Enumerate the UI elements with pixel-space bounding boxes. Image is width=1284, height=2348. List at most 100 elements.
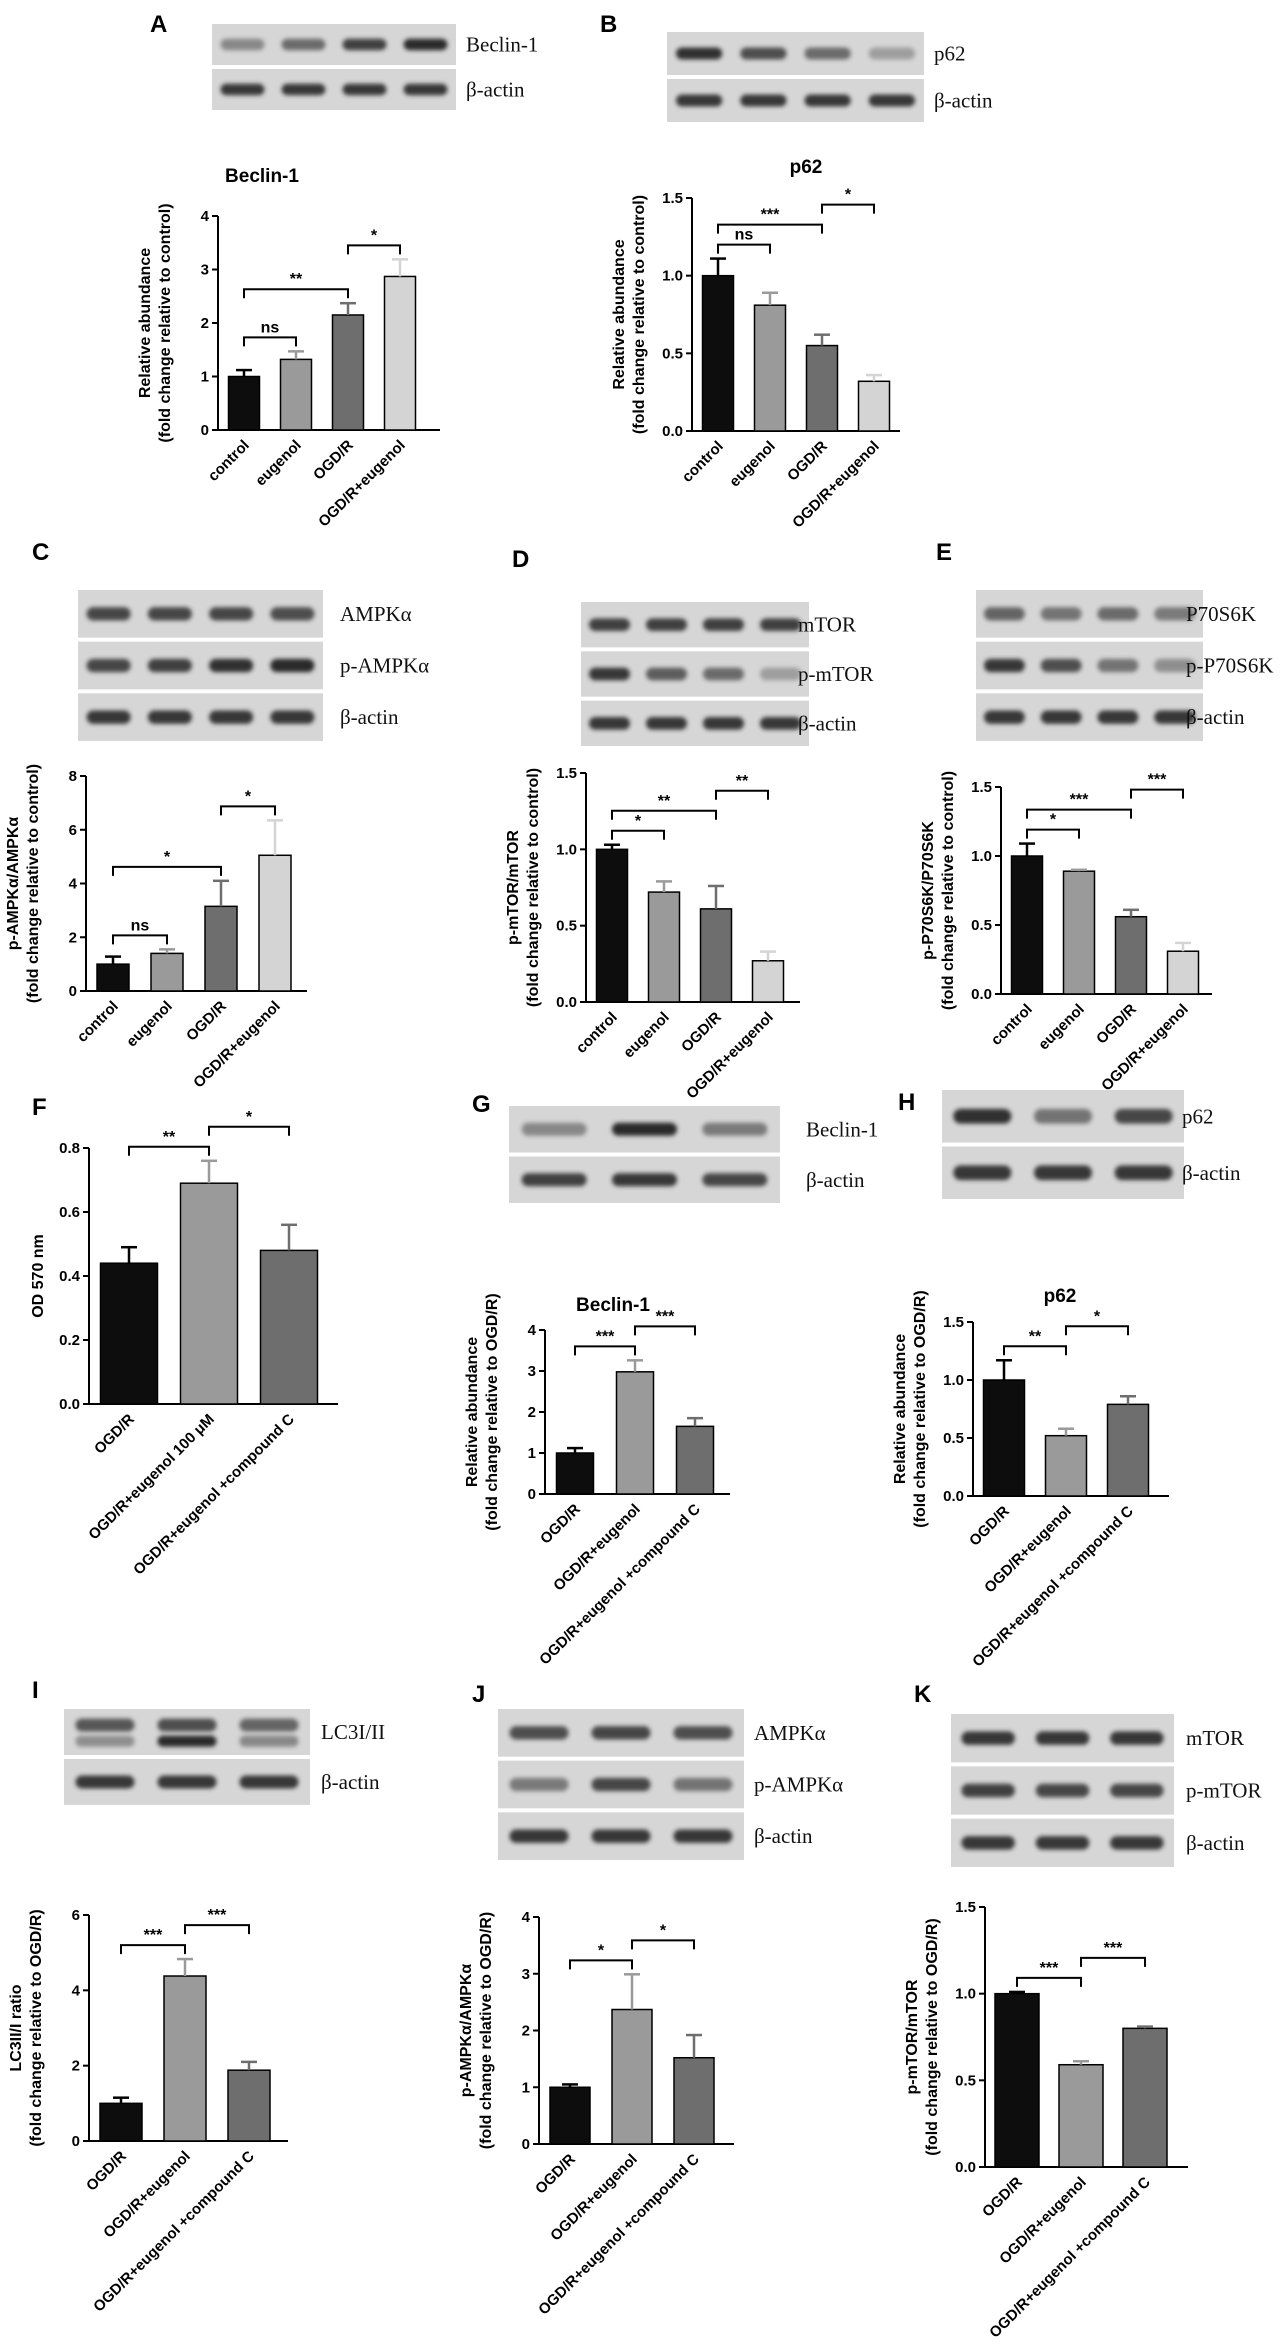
bar (857, 380, 891, 432)
y-tick-label: 1 (528, 1445, 536, 1462)
blot-band (1035, 1731, 1090, 1745)
x-tick-label: OGD/R (1093, 1001, 1140, 1048)
significance-bracket (184, 1924, 250, 1935)
blot-band (147, 658, 192, 673)
y-tick-label: 1.0 (943, 1372, 964, 1389)
significance-bracket (347, 244, 401, 255)
bar (555, 1452, 595, 1495)
blot-band (75, 1735, 135, 1747)
x-tick-label: OGD/R (678, 1009, 725, 1056)
y-axis-label: p-mTOR/mTOR (505, 830, 522, 945)
significance-label: *** (1040, 1960, 1059, 1977)
x-tick-label: control (573, 1009, 621, 1057)
x-tick-label: control (205, 437, 253, 485)
blot-band (403, 38, 448, 51)
y-axis-label: (fold change relative to control) (940, 771, 957, 1010)
blot-band (75, 1775, 135, 1789)
significance-bracket (1065, 1325, 1129, 1336)
panel-label: I (32, 1677, 39, 1704)
significance-bracket (569, 1959, 633, 1970)
y-tick-label: 1.5 (943, 1314, 964, 1331)
x-tick-label: OGD/R (979, 2174, 1026, 2221)
x-tick-label: OGD/R+eugenol (315, 437, 409, 531)
blot-band (86, 658, 131, 673)
blot-band (675, 47, 723, 60)
blot-band (1040, 607, 1082, 621)
blot-band (961, 1836, 1015, 1850)
blot-band (953, 1165, 1012, 1181)
blot-band (611, 1122, 678, 1136)
significance-bracket (120, 1944, 186, 1955)
significance-label: *** (208, 1907, 227, 1924)
blot-band (868, 94, 916, 107)
bar (1106, 1403, 1150, 1497)
x-tick-label: control (74, 998, 122, 1046)
x-tick-label: control (679, 438, 727, 486)
blot-band (673, 1777, 733, 1792)
blot-band (147, 710, 192, 724)
blot-band (509, 1726, 569, 1740)
significance-label: * (1094, 1308, 1101, 1325)
blot-band (220, 38, 265, 51)
blot-band (209, 607, 254, 621)
y-tick-label: 4 (69, 876, 78, 893)
blot-band (270, 607, 315, 621)
blot-band (209, 658, 254, 673)
significance-bracket (715, 789, 769, 800)
blot-band (281, 83, 326, 96)
y-tick-label: 6 (72, 1907, 80, 1924)
bar (331, 314, 365, 431)
blot-label: P70S6K (1186, 602, 1256, 626)
chart-title: Beclin-1 (576, 1295, 650, 1316)
significance-label: ns (735, 227, 754, 244)
bar (751, 960, 785, 1003)
bar (163, 1975, 207, 2142)
y-tick-label: 2 (522, 2023, 530, 2040)
panel-label: F (32, 1094, 47, 1121)
blot-label: p62 (1182, 1104, 1214, 1128)
y-axis-label: p-mTOR/mTOR (904, 1979, 921, 2094)
bar (615, 1371, 655, 1495)
significance-bracket (1026, 808, 1132, 819)
y-tick-label: 1.5 (556, 765, 577, 782)
significance-label: ** (290, 271, 303, 288)
bar (675, 1425, 715, 1495)
y-tick-label: 0 (528, 1486, 536, 1503)
y-axis-label: Relative abundance (137, 248, 154, 398)
significance-bracket (631, 1939, 695, 1950)
bar (994, 1992, 1040, 2168)
blot-band (1110, 1731, 1164, 1745)
bar (1114, 915, 1148, 995)
y-tick-label: 0.4 (59, 1268, 81, 1285)
blot-label: p-AMPKα (340, 654, 429, 678)
blot-panel-a: Beclin-1 β-actin (212, 24, 538, 110)
panel-label: J (472, 1681, 485, 1708)
significance-bracket (717, 243, 771, 254)
blot-label: β-actin (1186, 705, 1245, 729)
significance-label: ** (163, 1129, 176, 1146)
blot-band (591, 1829, 651, 1843)
significance-label: * (1050, 812, 1057, 829)
blot-band (673, 1726, 733, 1740)
y-axis-label: p-AMPKα/AMPKα (458, 1964, 475, 2098)
blot-panel-c: AMPKα p-AMPKα β-actin (78, 590, 429, 741)
y-axis-label: p-P70S6K/P70S6K (920, 821, 937, 960)
x-tick-label: eugenol (252, 437, 305, 490)
bar (1044, 1434, 1088, 1497)
y-tick-label: 8 (69, 768, 77, 785)
blot-label: p-AMPKα (754, 1773, 843, 1797)
blot-band (1035, 1783, 1090, 1798)
bar (701, 274, 735, 432)
blot-label: LC3I/II (321, 1720, 385, 1744)
blot-band (588, 618, 631, 632)
bar (595, 848, 629, 1003)
x-tick-label: OGD/R (310, 437, 357, 484)
blot-band (611, 1173, 678, 1187)
bar (258, 854, 292, 992)
significance-label: * (845, 187, 852, 204)
y-tick-label: 1.0 (971, 848, 992, 865)
significance-bracket (717, 223, 823, 234)
x-tick-label: eugenol (726, 438, 779, 491)
